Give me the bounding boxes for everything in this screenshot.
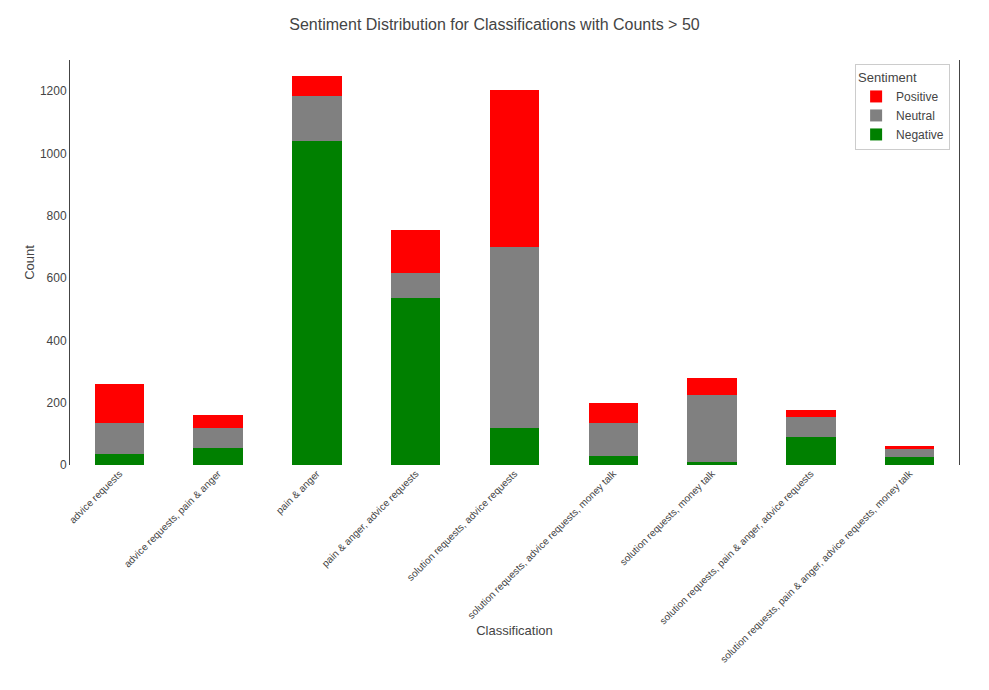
svg-text:Positive: Positive xyxy=(896,90,938,104)
svg-text:solution requests, pain & ange: solution requests, pain & anger, advice … xyxy=(657,468,815,626)
svg-text:pain & anger, advice requests: pain & anger, advice requests xyxy=(320,468,421,569)
svg-text:400: 400 xyxy=(47,334,67,348)
svg-text:Count: Count xyxy=(22,245,37,280)
svg-text:Neutral: Neutral xyxy=(896,109,935,123)
svg-text:advice requests, pain & anger: advice requests, pain & anger xyxy=(122,468,224,570)
svg-text:800: 800 xyxy=(47,209,67,223)
svg-text:solution requests, pain & ange: solution requests, pain & anger, advice … xyxy=(718,467,915,664)
svg-text:600: 600 xyxy=(47,271,67,285)
svg-text:solution requests, money talk: solution requests, money talk xyxy=(618,467,718,567)
svg-text:0: 0 xyxy=(60,458,67,472)
svg-text:Sentiment: Sentiment xyxy=(858,70,917,85)
svg-text:Negative: Negative xyxy=(896,128,944,142)
svg-text:solution requests, advice requ: solution requests, advice requests xyxy=(405,468,520,583)
svg-text:1000: 1000 xyxy=(40,147,67,161)
svg-text:200: 200 xyxy=(47,396,67,410)
svg-text:advice requests: advice requests xyxy=(67,468,124,525)
svg-text:pain & anger: pain & anger xyxy=(274,468,322,516)
svg-text:1200: 1200 xyxy=(40,84,67,98)
svg-text:solution requests, advice requ: solution requests, advice requests, mone… xyxy=(465,467,619,621)
svg-text:Classification: Classification xyxy=(476,623,553,638)
svg-text:Sentiment Distribution for Cla: Sentiment Distribution for Classificatio… xyxy=(289,16,700,33)
